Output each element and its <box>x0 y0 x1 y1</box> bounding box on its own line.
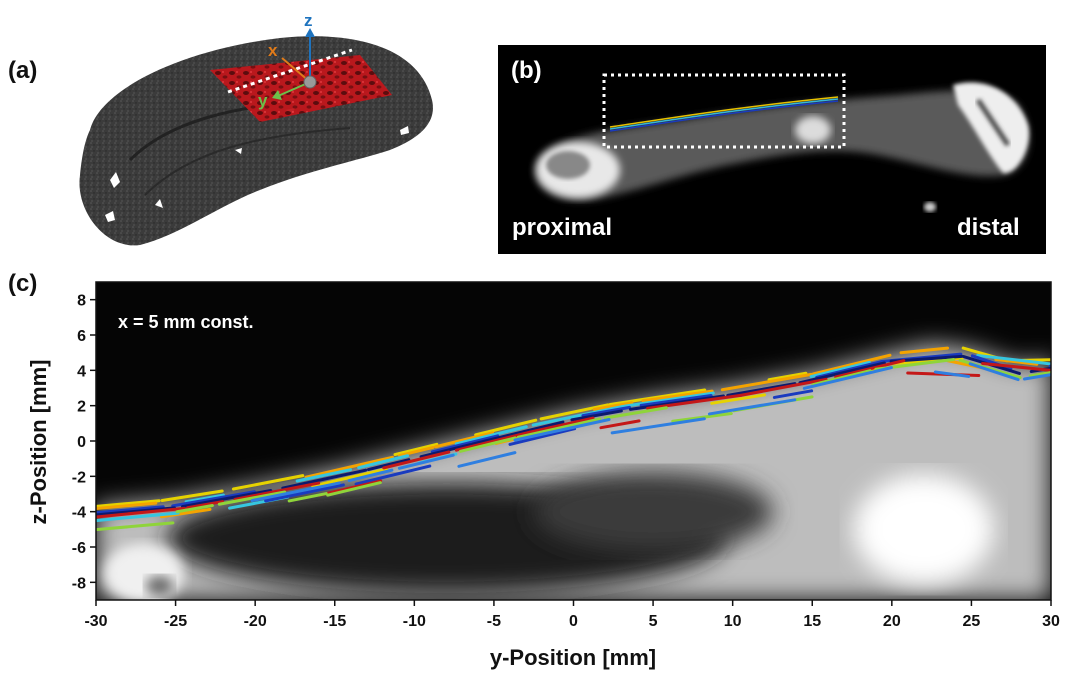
chart-annotation: x = 5 mm const. <box>118 312 254 332</box>
x-tick-label: 0 <box>569 613 578 630</box>
small-bright-spot <box>924 202 936 212</box>
x-axis-label: x <box>268 41 278 60</box>
dark-tissue-region <box>533 472 773 552</box>
dark-spot <box>146 576 174 596</box>
x-tick-label: -20 <box>244 613 267 630</box>
tissue-3d-render: z x y <box>60 10 450 260</box>
x-tick-label: 30 <box>1042 613 1060 630</box>
x-tick-label: 20 <box>883 613 901 630</box>
x-tick-label: -30 <box>84 613 107 630</box>
y-tick-label: 6 <box>77 328 86 345</box>
y-tick-label: 2 <box>77 399 86 416</box>
y-tick-label: -8 <box>72 575 86 592</box>
y-tick-label: -4 <box>72 505 86 522</box>
x-tick-label: -5 <box>487 613 501 630</box>
x-tick-label: -15 <box>323 613 346 630</box>
y-tick-label: -2 <box>72 469 86 486</box>
axis-origin-sphere <box>304 76 316 88</box>
y-axis-label: z-Position [mm] <box>26 360 51 525</box>
x-tick-label: 10 <box>724 613 742 630</box>
panel-a-letter: (a) <box>8 57 37 85</box>
x-tick-label: 15 <box>803 613 821 630</box>
y-axis-ticks: -8 -6 -4 -2 0 2 4 6 8 <box>72 293 96 593</box>
x-tick-label: 5 <box>649 613 658 630</box>
proximal-label: proximal <box>512 214 612 241</box>
bright-bone-region <box>854 474 994 584</box>
z-axis-label: z <box>304 11 313 30</box>
bright-bone-region <box>104 544 184 604</box>
x-tick-label: -10 <box>403 613 426 630</box>
y-tick-label: 4 <box>77 363 86 380</box>
panel-a-3d-rendering: z x y <box>60 10 450 260</box>
x-tick-label: -25 <box>164 613 187 630</box>
y-tick-label: 0 <box>77 434 86 451</box>
y-axis-label: y <box>258 91 268 110</box>
x-axis-ticks: -30 -25 -20 -15 -10 -5 0 5 10 15 20 25 30 <box>84 600 1060 630</box>
mid-bone <box>795 116 831 144</box>
panel-b-ct-slice: proximal distal <box>498 45 1046 254</box>
y-tick-label: 8 <box>77 293 86 310</box>
distal-label: distal <box>957 214 1020 241</box>
panel-b-letter: (b) <box>511 57 542 85</box>
y-tick-label: -6 <box>72 540 86 557</box>
proximal-bone-core <box>546 151 590 179</box>
x-tick-label: 25 <box>963 613 981 630</box>
ct-slice-image: proximal distal <box>498 45 1046 254</box>
x-axis-label: y-Position [mm] <box>490 645 656 670</box>
